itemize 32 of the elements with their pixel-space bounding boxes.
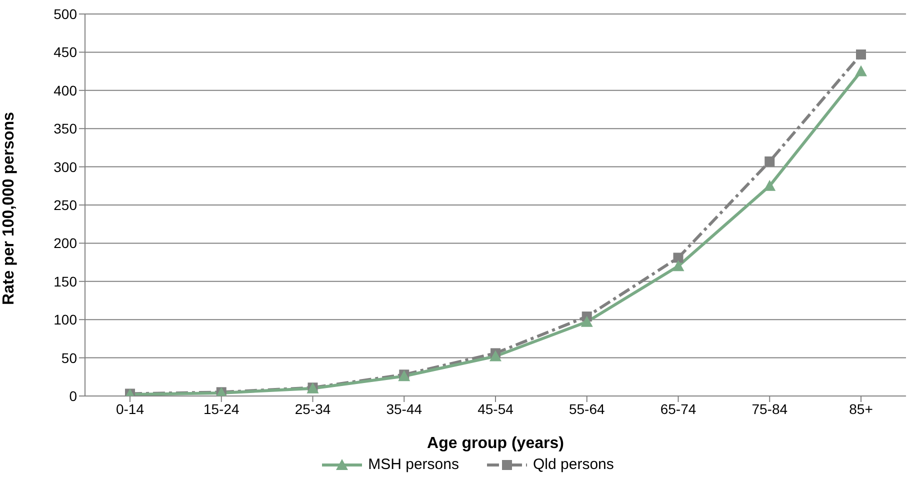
x-tick-label: 45-54 bbox=[478, 400, 514, 417]
y-tick-label: 500 bbox=[54, 6, 78, 22]
point bbox=[673, 252, 684, 263]
y-tick-label: 350 bbox=[54, 120, 78, 137]
x-tick-label: 35-44 bbox=[386, 400, 422, 417]
legend-label: Qld persons bbox=[533, 456, 614, 473]
point bbox=[855, 65, 867, 76]
x-tick-label: 55-64 bbox=[568, 400, 605, 417]
y-tick-label: 450 bbox=[54, 44, 78, 60]
x-axis-title: Age group (years) bbox=[427, 435, 564, 452]
y-tick-label: 100 bbox=[54, 312, 78, 328]
y-tick-label: 400 bbox=[54, 82, 78, 98]
point bbox=[490, 350, 502, 362]
point bbox=[764, 156, 775, 166]
x-tick-label: 65-74 bbox=[660, 400, 696, 417]
point bbox=[764, 180, 776, 191]
y-tick-label: 200 bbox=[54, 235, 78, 252]
x-tick-label: 15-24 bbox=[203, 400, 240, 417]
point bbox=[672, 260, 684, 272]
x-tick-label: 75-84 bbox=[752, 400, 788, 417]
y-tick-label: 300 bbox=[54, 158, 78, 175]
y-axis-title: Rate per 100,000 persons bbox=[0, 112, 18, 305]
y-tick-label: 250 bbox=[54, 196, 78, 213]
legend-label: MSH persons bbox=[368, 456, 459, 473]
point bbox=[580, 316, 593, 327]
y-tick-label: 150 bbox=[54, 273, 78, 290]
x-tick-label: 85+ bbox=[849, 400, 873, 417]
x-tick-label: 25-34 bbox=[294, 400, 331, 417]
y-tick-label: 0 bbox=[69, 388, 78, 404]
x-tick-label: 0-14 bbox=[116, 400, 144, 417]
point bbox=[856, 49, 866, 60]
y-tick-label: 50 bbox=[61, 350, 78, 366]
